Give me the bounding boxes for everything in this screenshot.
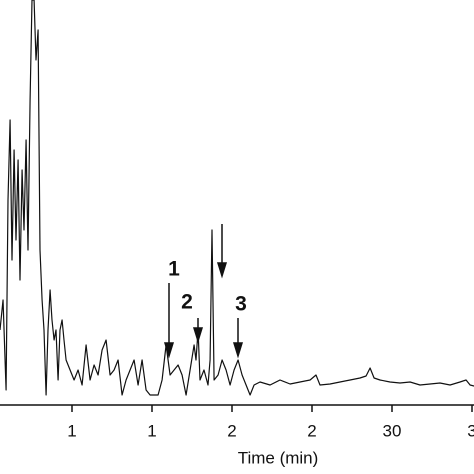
x-tick-label: 30: [383, 421, 402, 440]
x-tick-label: 2: [227, 421, 236, 440]
annotation: 3: [235, 293, 247, 316]
x-tick-label: 3: [467, 421, 474, 440]
x-tick-label: 2: [307, 421, 316, 440]
annotation: 1: [168, 258, 180, 281]
trace: [0, 0, 474, 396]
x-tick-label: 1: [147, 421, 156, 440]
x-tick-label: 1: [67, 421, 76, 440]
x-axis-label: Time (min): [238, 448, 319, 467]
arrow-head: [216, 262, 228, 279]
annotation: 2: [181, 291, 193, 314]
arrows: [163, 224, 244, 359]
arrow-head: [232, 342, 244, 359]
